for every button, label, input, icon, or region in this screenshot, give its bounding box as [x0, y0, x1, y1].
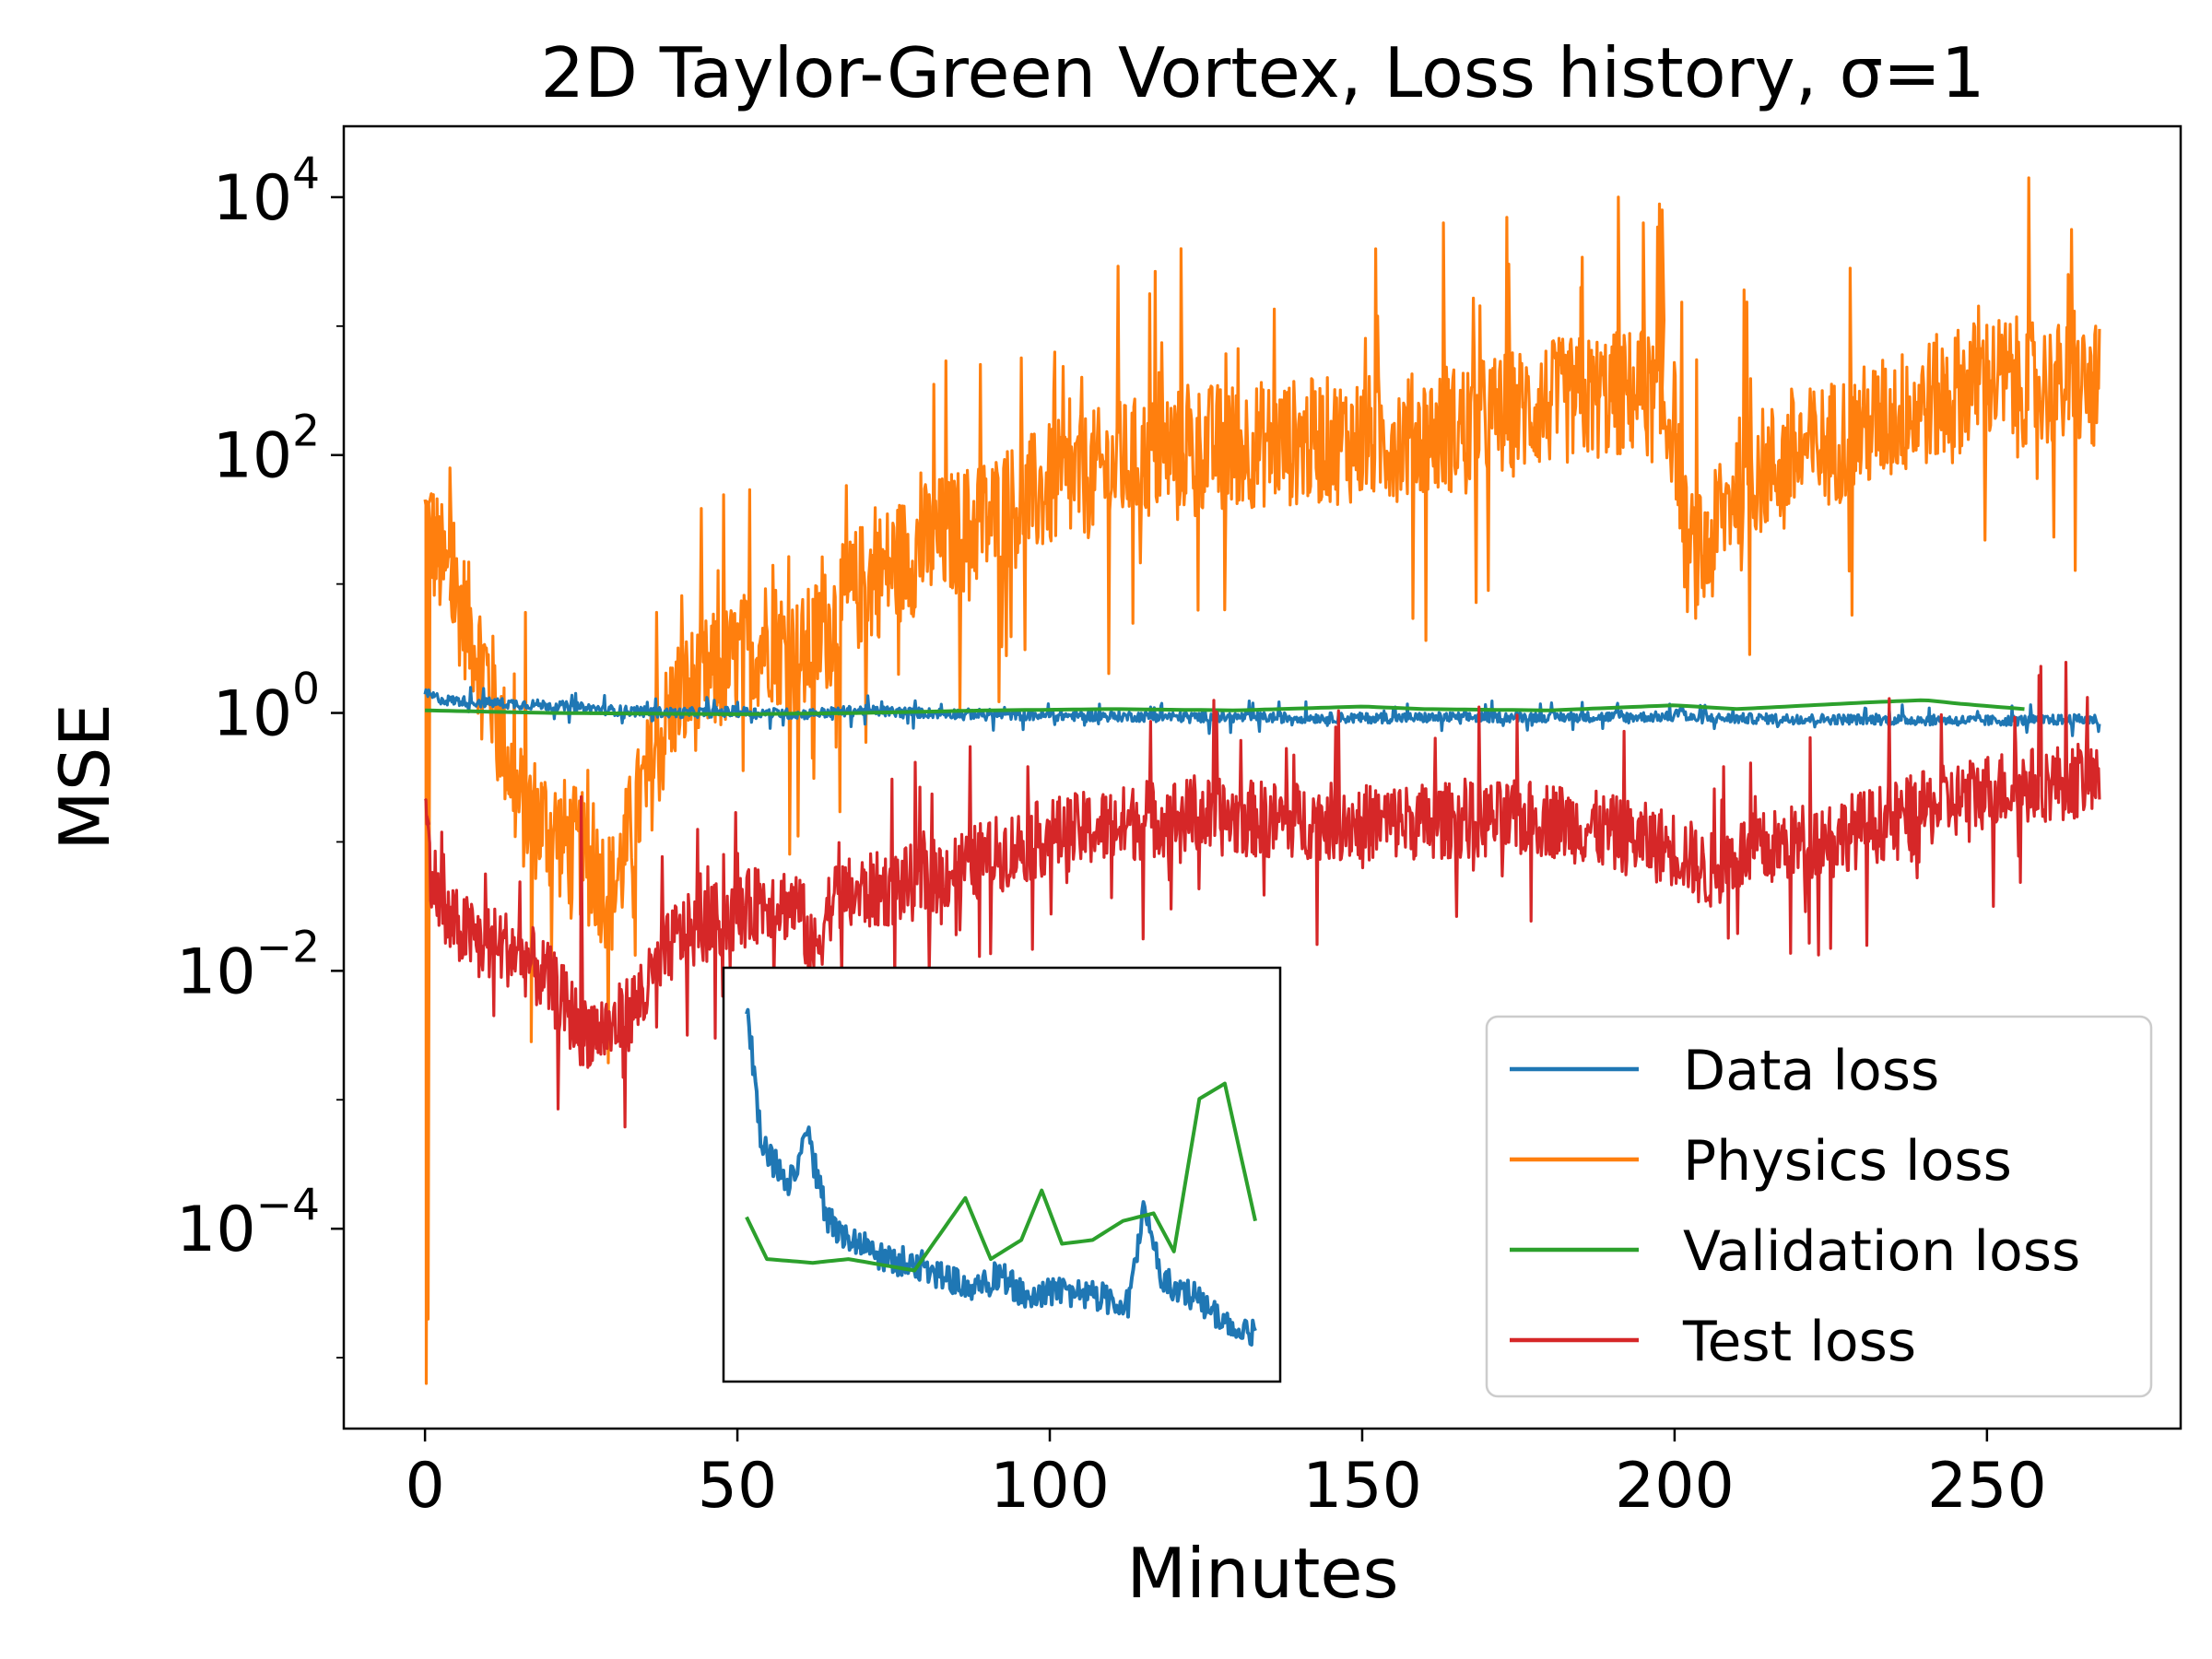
x-tick-label: 250 [1927, 1450, 2047, 1523]
x-tick-label: 0 [405, 1450, 444, 1523]
x-axis-ticks: 0 50 100 150 200 250 [405, 1429, 2047, 1523]
validation-loss-line [425, 698, 2025, 716]
y-tick-label: 102 [213, 406, 320, 493]
legend-label: Physics loss [1683, 1129, 2012, 1194]
legend: Data loss Physics loss Validation loss Test… [1485, 1015, 2153, 1398]
y-tick-label: 10−2 [176, 922, 320, 1008]
series-layer [423, 176, 2101, 1385]
inset-frame [722, 966, 1282, 1383]
inset-plot [722, 966, 1282, 1383]
axes-frame [342, 124, 2183, 1430]
x-tick-label: 100 [990, 1450, 1110, 1523]
inset-validation-loss-line [745, 1081, 1257, 1273]
test-loss-line [423, 661, 2101, 1129]
x-tick-label: 50 [698, 1450, 778, 1523]
legend-label: Test loss [1682, 1310, 1916, 1374]
x-tick-label: 150 [1302, 1450, 1422, 1523]
legend-label: Validation loss [1683, 1219, 2080, 1284]
legend-box [1485, 1015, 2153, 1398]
y-axis-label: MSE [44, 703, 125, 851]
x-axis-label: Minutes [1126, 1533, 1398, 1614]
y-tick-label: 104 [213, 148, 320, 235]
y-tick-label: 10−4 [176, 1180, 320, 1266]
physics-loss-line [423, 176, 2101, 1385]
y-axis-ticks: 104 102 100 10−2 10−4 [176, 148, 344, 1359]
x-tick-label: 200 [1615, 1450, 1735, 1523]
legend-label: Data loss [1683, 1039, 1939, 1103]
y-tick-label: 100 [213, 665, 320, 751]
chart-title: 2D Taylor-Green Vortex, Loss history, σ=… [540, 32, 1984, 113]
inset-series-layer [745, 1007, 1257, 1347]
inset-data-loss-line [745, 1007, 1257, 1347]
